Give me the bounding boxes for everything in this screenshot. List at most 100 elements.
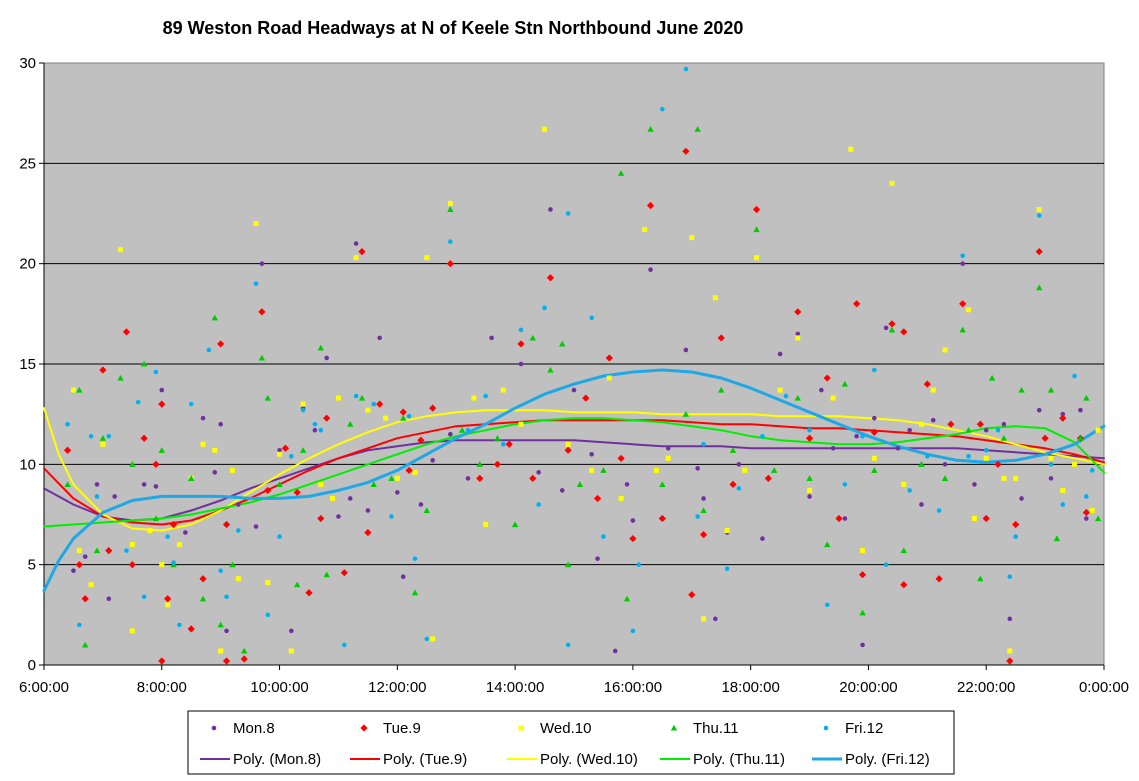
- data-point: [819, 387, 824, 393]
- data-point: [447, 200, 453, 206]
- data-point: [1007, 574, 1013, 580]
- data-point: [724, 528, 730, 534]
- data-point: [70, 387, 76, 393]
- data-point: [212, 447, 218, 453]
- data-point: [729, 480, 737, 488]
- legend-label: Fri.12: [845, 720, 883, 737]
- data-point: [1035, 248, 1043, 256]
- data-point: [1048, 476, 1054, 481]
- data-point: [1089, 468, 1095, 473]
- data-point: [805, 434, 814, 442]
- data-point: [518, 327, 524, 333]
- data-point: [1019, 496, 1024, 501]
- data-point: [294, 581, 301, 588]
- data-point: [229, 561, 236, 568]
- data-point: [1095, 427, 1101, 433]
- data-point: [394, 475, 400, 481]
- data-point: [447, 206, 454, 213]
- data-point: [1036, 213, 1042, 218]
- data-point: [729, 447, 737, 453]
- data-point: [1006, 657, 1014, 665]
- x-tick-label: 22:00:00: [957, 679, 1015, 696]
- data-point: [147, 528, 153, 534]
- data-point: [542, 305, 547, 311]
- data-point: [200, 415, 206, 421]
- data-point: [188, 475, 195, 481]
- data-point: [448, 239, 453, 244]
- data-point: [959, 326, 966, 333]
- data-point: [458, 427, 466, 433]
- data-point: [777, 387, 783, 393]
- data-point: [565, 642, 571, 648]
- data-point: [1089, 507, 1095, 513]
- data-point: [623, 595, 631, 602]
- data-point: [835, 514, 843, 523]
- data-point: [418, 502, 424, 507]
- data-point: [872, 367, 877, 373]
- data-point: [164, 595, 172, 603]
- data-point: [229, 467, 235, 473]
- data-point: [65, 421, 70, 427]
- data-point: [165, 534, 170, 539]
- data-point: [82, 641, 89, 648]
- data-point: [1001, 475, 1007, 481]
- data-point: [565, 211, 571, 216]
- data-point: [1084, 516, 1089, 521]
- data-point: [617, 170, 625, 176]
- data-point: [900, 581, 908, 589]
- y-tick-label: 5: [28, 557, 36, 574]
- data-point: [493, 460, 502, 468]
- data-point: [358, 248, 366, 256]
- data-point: [742, 467, 748, 473]
- data-point: [918, 421, 924, 427]
- data-point: [1094, 515, 1102, 522]
- data-point: [511, 521, 519, 528]
- data-point: [695, 466, 700, 471]
- data-point: [430, 458, 435, 463]
- axes: 0 5 10 15 20 25 30 6:00:00 8:00:00 10:00:00 12:00:…: [19, 55, 1129, 696]
- data-point: [807, 494, 812, 499]
- data-point: [300, 401, 306, 407]
- data-point: [895, 445, 901, 451]
- data-point: [405, 466, 413, 474]
- data-point: [117, 374, 124, 381]
- data-point: [1000, 435, 1008, 441]
- data-point: [529, 474, 537, 482]
- data-point: [647, 126, 654, 132]
- data-point: [966, 454, 971, 459]
- data-point: [724, 566, 730, 571]
- data-point: [700, 507, 707, 514]
- data-point: [317, 514, 325, 523]
- data-point: [424, 636, 430, 642]
- data-point: [330, 495, 336, 501]
- data-point: [199, 575, 207, 583]
- data-point: [241, 647, 248, 654]
- data-point: [129, 461, 136, 467]
- data-point: [253, 524, 259, 529]
- x-tick-label: 6:00:00: [19, 679, 69, 696]
- data-point: [1036, 284, 1043, 291]
- legend-label: Wed.10: [540, 720, 591, 737]
- data-point: [848, 146, 854, 152]
- data-point: [388, 475, 395, 481]
- data-point: [629, 534, 637, 543]
- data-point: [807, 427, 812, 433]
- data-point: [795, 335, 801, 341]
- data-points: [63, 66, 1102, 665]
- data-point: [118, 247, 124, 253]
- data-point: [218, 421, 223, 427]
- data-point: [842, 516, 848, 521]
- data-point: [1077, 435, 1084, 441]
- data-point: [305, 589, 313, 597]
- data-point: [217, 621, 224, 628]
- data-point: [494, 435, 501, 441]
- data-point: [683, 66, 689, 72]
- data-point: [888, 320, 896, 328]
- legend-label: Poly. (Wed.10): [540, 751, 638, 768]
- data-point: [106, 433, 112, 439]
- data-point: [176, 542, 182, 548]
- data-point: [222, 657, 231, 665]
- data-point: [299, 447, 307, 453]
- legend: Mon.8 Tue.9 Wed.10 Thu.11 Fri.12 Poly. (Mon.8…: [187, 710, 955, 775]
- data-point: [601, 534, 606, 539]
